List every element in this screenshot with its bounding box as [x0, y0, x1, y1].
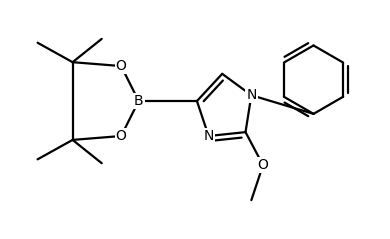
Text: N: N: [204, 129, 214, 143]
Text: O: O: [257, 158, 268, 172]
Text: B: B: [134, 94, 144, 108]
Text: N: N: [246, 88, 257, 102]
Text: O: O: [116, 129, 127, 143]
Text: O: O: [116, 59, 127, 73]
